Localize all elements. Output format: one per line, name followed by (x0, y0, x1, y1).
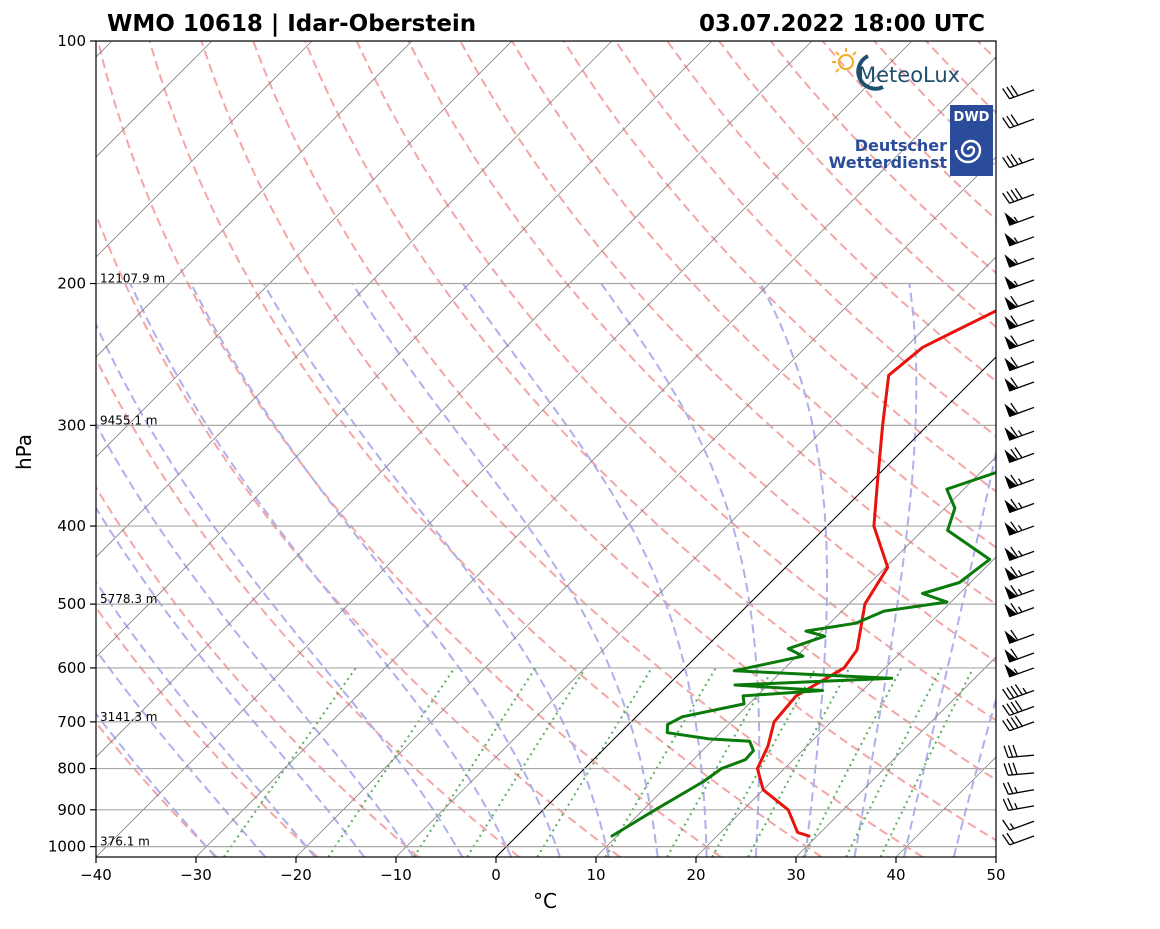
height-label: 5778.3 m (100, 592, 158, 606)
y-tick-label: 1000 (48, 838, 86, 856)
x-tick-label: 50 (986, 866, 1005, 884)
y-tick-label: 800 (57, 760, 86, 778)
height-label: 376.1 m (100, 835, 150, 849)
chart-title-time: 03.07.2022 18:00 UTC (699, 11, 985, 37)
y-tick-label: 300 (57, 416, 86, 434)
y-tick-label: 600 (57, 659, 86, 677)
height-label: 3141.3 m (100, 710, 158, 724)
x-tick-label: 0 (491, 866, 501, 884)
x-axis-label: °C (533, 889, 557, 913)
x-tick-label: 20 (686, 866, 705, 884)
height-label: 9455.1 m (100, 413, 158, 427)
x-tick-label: 30 (786, 866, 805, 884)
y-axis-label: hPa (12, 434, 36, 470)
y-tick-label: 900 (57, 801, 86, 819)
y-tick-label: 700 (57, 713, 86, 731)
x-tick-label: −40 (80, 866, 112, 884)
y-tick-label: 100 (57, 32, 86, 50)
meteolux-text: MeteoLux (858, 63, 960, 87)
x-tick-label: 10 (586, 866, 605, 884)
x-tick-label: −30 (180, 866, 212, 884)
x-tick-label: −10 (380, 866, 412, 884)
x-tick-label: −20 (280, 866, 312, 884)
x-tick-label: 40 (886, 866, 905, 884)
dwd-line2: Wetterdienst (829, 153, 948, 172)
dwd-box-text: DWD (954, 110, 990, 125)
chart-title-station: WMO 10618 | Idar-Oberstein (107, 11, 476, 37)
y-tick-label: 500 (57, 595, 86, 613)
y-tick-label: 400 (57, 517, 86, 535)
height-label: 12107.9 m (100, 272, 165, 286)
y-tick-label: 200 (57, 275, 86, 293)
